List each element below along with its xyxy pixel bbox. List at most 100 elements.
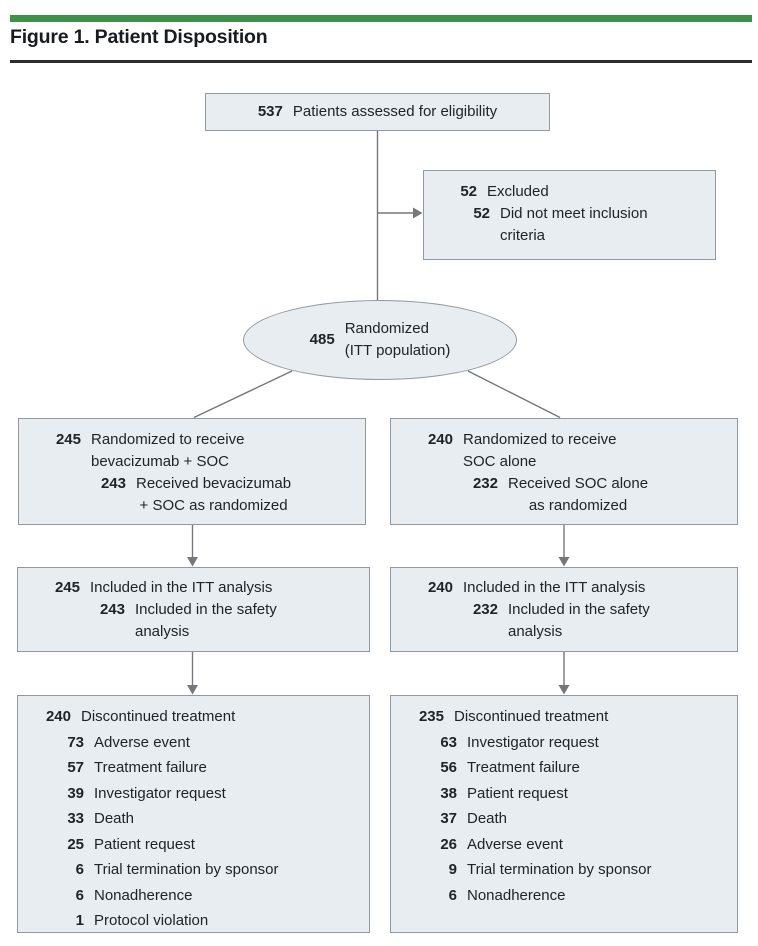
entry-label: Patients assessed for eligibility (292, 103, 498, 120)
entry-label: Included in the safety analysis (135, 601, 277, 640)
entry-label: Death (467, 810, 508, 827)
accent-bar (10, 15, 752, 22)
entry-label: Nonadherence (467, 886, 566, 904)
flow-entry: 57 Treatment failure (43, 755, 365, 781)
entry-count: 485 (309, 331, 335, 348)
entry-count: 537 (257, 103, 283, 120)
title-rule (10, 60, 752, 63)
entry-label: Protocol violation (94, 912, 209, 929)
flow-entry: 9 Trial termination by sponsor (416, 857, 733, 883)
flow-entry: 63 Investigator request (416, 730, 733, 756)
entry-label: Adverse event (467, 835, 563, 853)
flow-entry: 232 Received SOC alone as randomized (448, 473, 733, 517)
entry-count: 9 (448, 861, 457, 878)
entry-count: 243 (100, 475, 126, 492)
entry-label: Randomized (ITT population) (344, 320, 451, 359)
flow-entry: 245 Included in the ITT analysis (30, 577, 365, 599)
flow-entry: 26 Adverse event (416, 832, 733, 858)
arrow-down-icon (187, 685, 198, 695)
entry-label: Adverse event (94, 733, 190, 751)
flow-entry: 52 Did not meet inclusion criteria (449, 203, 709, 247)
flow-entry: 235 Discontinued treatment (403, 704, 733, 730)
entry-count: 6 (448, 886, 457, 904)
entry-count: 245 (55, 431, 81, 448)
entry-count: 240 (427, 431, 453, 448)
entry-count: 1 (75, 912, 84, 929)
entry-label: Nonadherence (94, 886, 193, 904)
entry-label: Discontinued treatment (81, 708, 236, 725)
entry-count: 240 (45, 708, 71, 725)
flow-entry: 1 Protocol violation (43, 908, 365, 934)
entry-label: Treatment failure (467, 759, 580, 776)
entry-label: Death (94, 810, 135, 827)
flow-entry: 243 Included in the safety analysis (75, 599, 365, 643)
entry-label: Randomized to receive bevacizumab + SOC (91, 431, 245, 470)
arrow-right-icon (413, 207, 423, 219)
entry-count: 25 (67, 835, 84, 853)
entry-label: Trial termination by sponsor (94, 861, 279, 878)
entry-label: Patient request (467, 784, 568, 802)
entry-label: Included in the safety analysis (508, 601, 650, 640)
box-discontinued-soc: 235 Discontinued treatment 63 Investigat… (390, 695, 738, 933)
node-randomized: 485 Randomized (ITT population) (243, 300, 517, 380)
entry-label: Did not meet inclusion criteria (500, 205, 648, 244)
box-itt-analysis-soc: 240 Included in the ITT analysis 232 Inc… (390, 567, 738, 652)
flow-entry: 6 Trial termination by sponsor (43, 857, 365, 883)
entry-count: 52 (460, 183, 477, 200)
entry-count: 38 (440, 784, 457, 802)
entry-count: 26 (440, 835, 457, 853)
entry-count: 232 (472, 475, 498, 492)
flow-entry: 56 Treatment failure (416, 755, 733, 781)
box-excluded: 52 Excluded 52 Did not meet inclusion cr… (423, 170, 716, 260)
flow-entry: 240 Included in the ITT analysis (403, 577, 733, 599)
line-randomized-to-arm-right (467, 370, 561, 419)
entry-count: 243 (99, 601, 125, 618)
entry-count: 232 (472, 601, 498, 618)
flow-entry: 25 Patient request (43, 832, 365, 858)
flow-entry: 240 Randomized to receive SOC alone (403, 429, 733, 473)
entry-count: 63 (440, 733, 457, 751)
entry-count: 52 (473, 205, 490, 222)
flow-entry: 243 Received bevacizumab + SOC as random… (76, 473, 361, 517)
arrow-down-icon (187, 557, 198, 567)
flow-entry: 38 Patient request (416, 781, 733, 807)
box-discontinued-bevacizumab: 240 Discontinued treatment 73 Adverse ev… (17, 695, 370, 933)
entry-count: 39 (67, 784, 84, 802)
entry-count: 73 (67, 733, 84, 751)
entry-count: 33 (67, 810, 84, 827)
entry-label: Trial termination by sponsor (467, 861, 652, 878)
flow-entry: 6 Nonadherence (43, 883, 365, 909)
flow-entry: 39 Investigator request (43, 781, 365, 807)
flow-entry: 52 Excluded (436, 181, 709, 203)
flow-entry: 245 Randomized to receive bevacizumab + … (31, 429, 361, 473)
flow-entry: 33 Death (43, 806, 365, 832)
entry-label: Excluded (487, 183, 549, 200)
entry-count: 56 (440, 759, 457, 776)
entry-count: 245 (54, 579, 80, 596)
flow-entry: 232 Included in the safety analysis (448, 599, 733, 643)
flow-entry: 73 Adverse event (43, 730, 365, 756)
flow-entry: 6 Nonadherence (416, 883, 733, 909)
line-randomized-to-arm-left (193, 370, 293, 419)
entry-label: Investigator request (94, 784, 226, 802)
entry-count: 6 (75, 886, 84, 904)
entry-count: 235 (418, 708, 444, 725)
figure-title: Figure 1. Patient Disposition (10, 26, 268, 48)
entry-label: Treatment failure (94, 759, 207, 776)
entry-label: Discontinued treatment (454, 708, 609, 725)
entry-label: Included in the ITT analysis (463, 579, 646, 596)
entry-label: Patient request (94, 835, 195, 853)
entry-count: 57 (67, 759, 84, 776)
flow-entry: 240 Discontinued treatment (30, 704, 365, 730)
box-itt-analysis-bevacizumab: 245 Included in the ITT analysis 243 Inc… (17, 567, 370, 652)
box-assessed-for-eligibility: 537 Patients assessed for eligibility (205, 93, 550, 131)
entry-count: 6 (75, 861, 84, 878)
box-arm-soc-alone: 240 Randomized to receive SOC alone 232 … (390, 418, 738, 525)
box-arm-bevacizumab-soc: 245 Randomized to receive bevacizumab + … (18, 418, 366, 525)
arrow-down-icon (558, 685, 570, 695)
entry-label: Received bevacizumab + SOC as randomized (136, 475, 292, 514)
entry-label: Included in the ITT analysis (90, 579, 273, 596)
flow-entry: 37 Death (416, 806, 733, 832)
entry-label: Randomized to receive SOC alone (463, 431, 617, 470)
